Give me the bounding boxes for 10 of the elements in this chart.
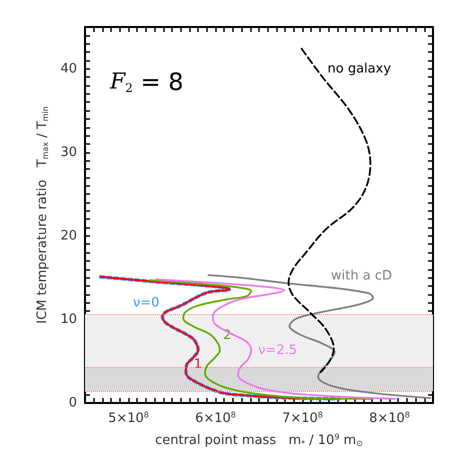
y-tick-label: 20 bbox=[60, 228, 77, 244]
y-tick-label: 10 bbox=[60, 312, 77, 327]
series-label: ν=0 bbox=[132, 295, 160, 310]
y-tick-label: 0 bbox=[68, 396, 77, 410]
series-label: no galaxy bbox=[328, 62, 392, 77]
y-axis-title: ICM temperature ratio Tmax / Tmin bbox=[35, 106, 50, 324]
y-tick-label: 30 bbox=[60, 144, 77, 160]
series-label: ν=2.5 bbox=[258, 342, 298, 358]
y-tick-label: 40 bbox=[60, 61, 77, 76]
series-label: with a cD bbox=[331, 268, 392, 284]
